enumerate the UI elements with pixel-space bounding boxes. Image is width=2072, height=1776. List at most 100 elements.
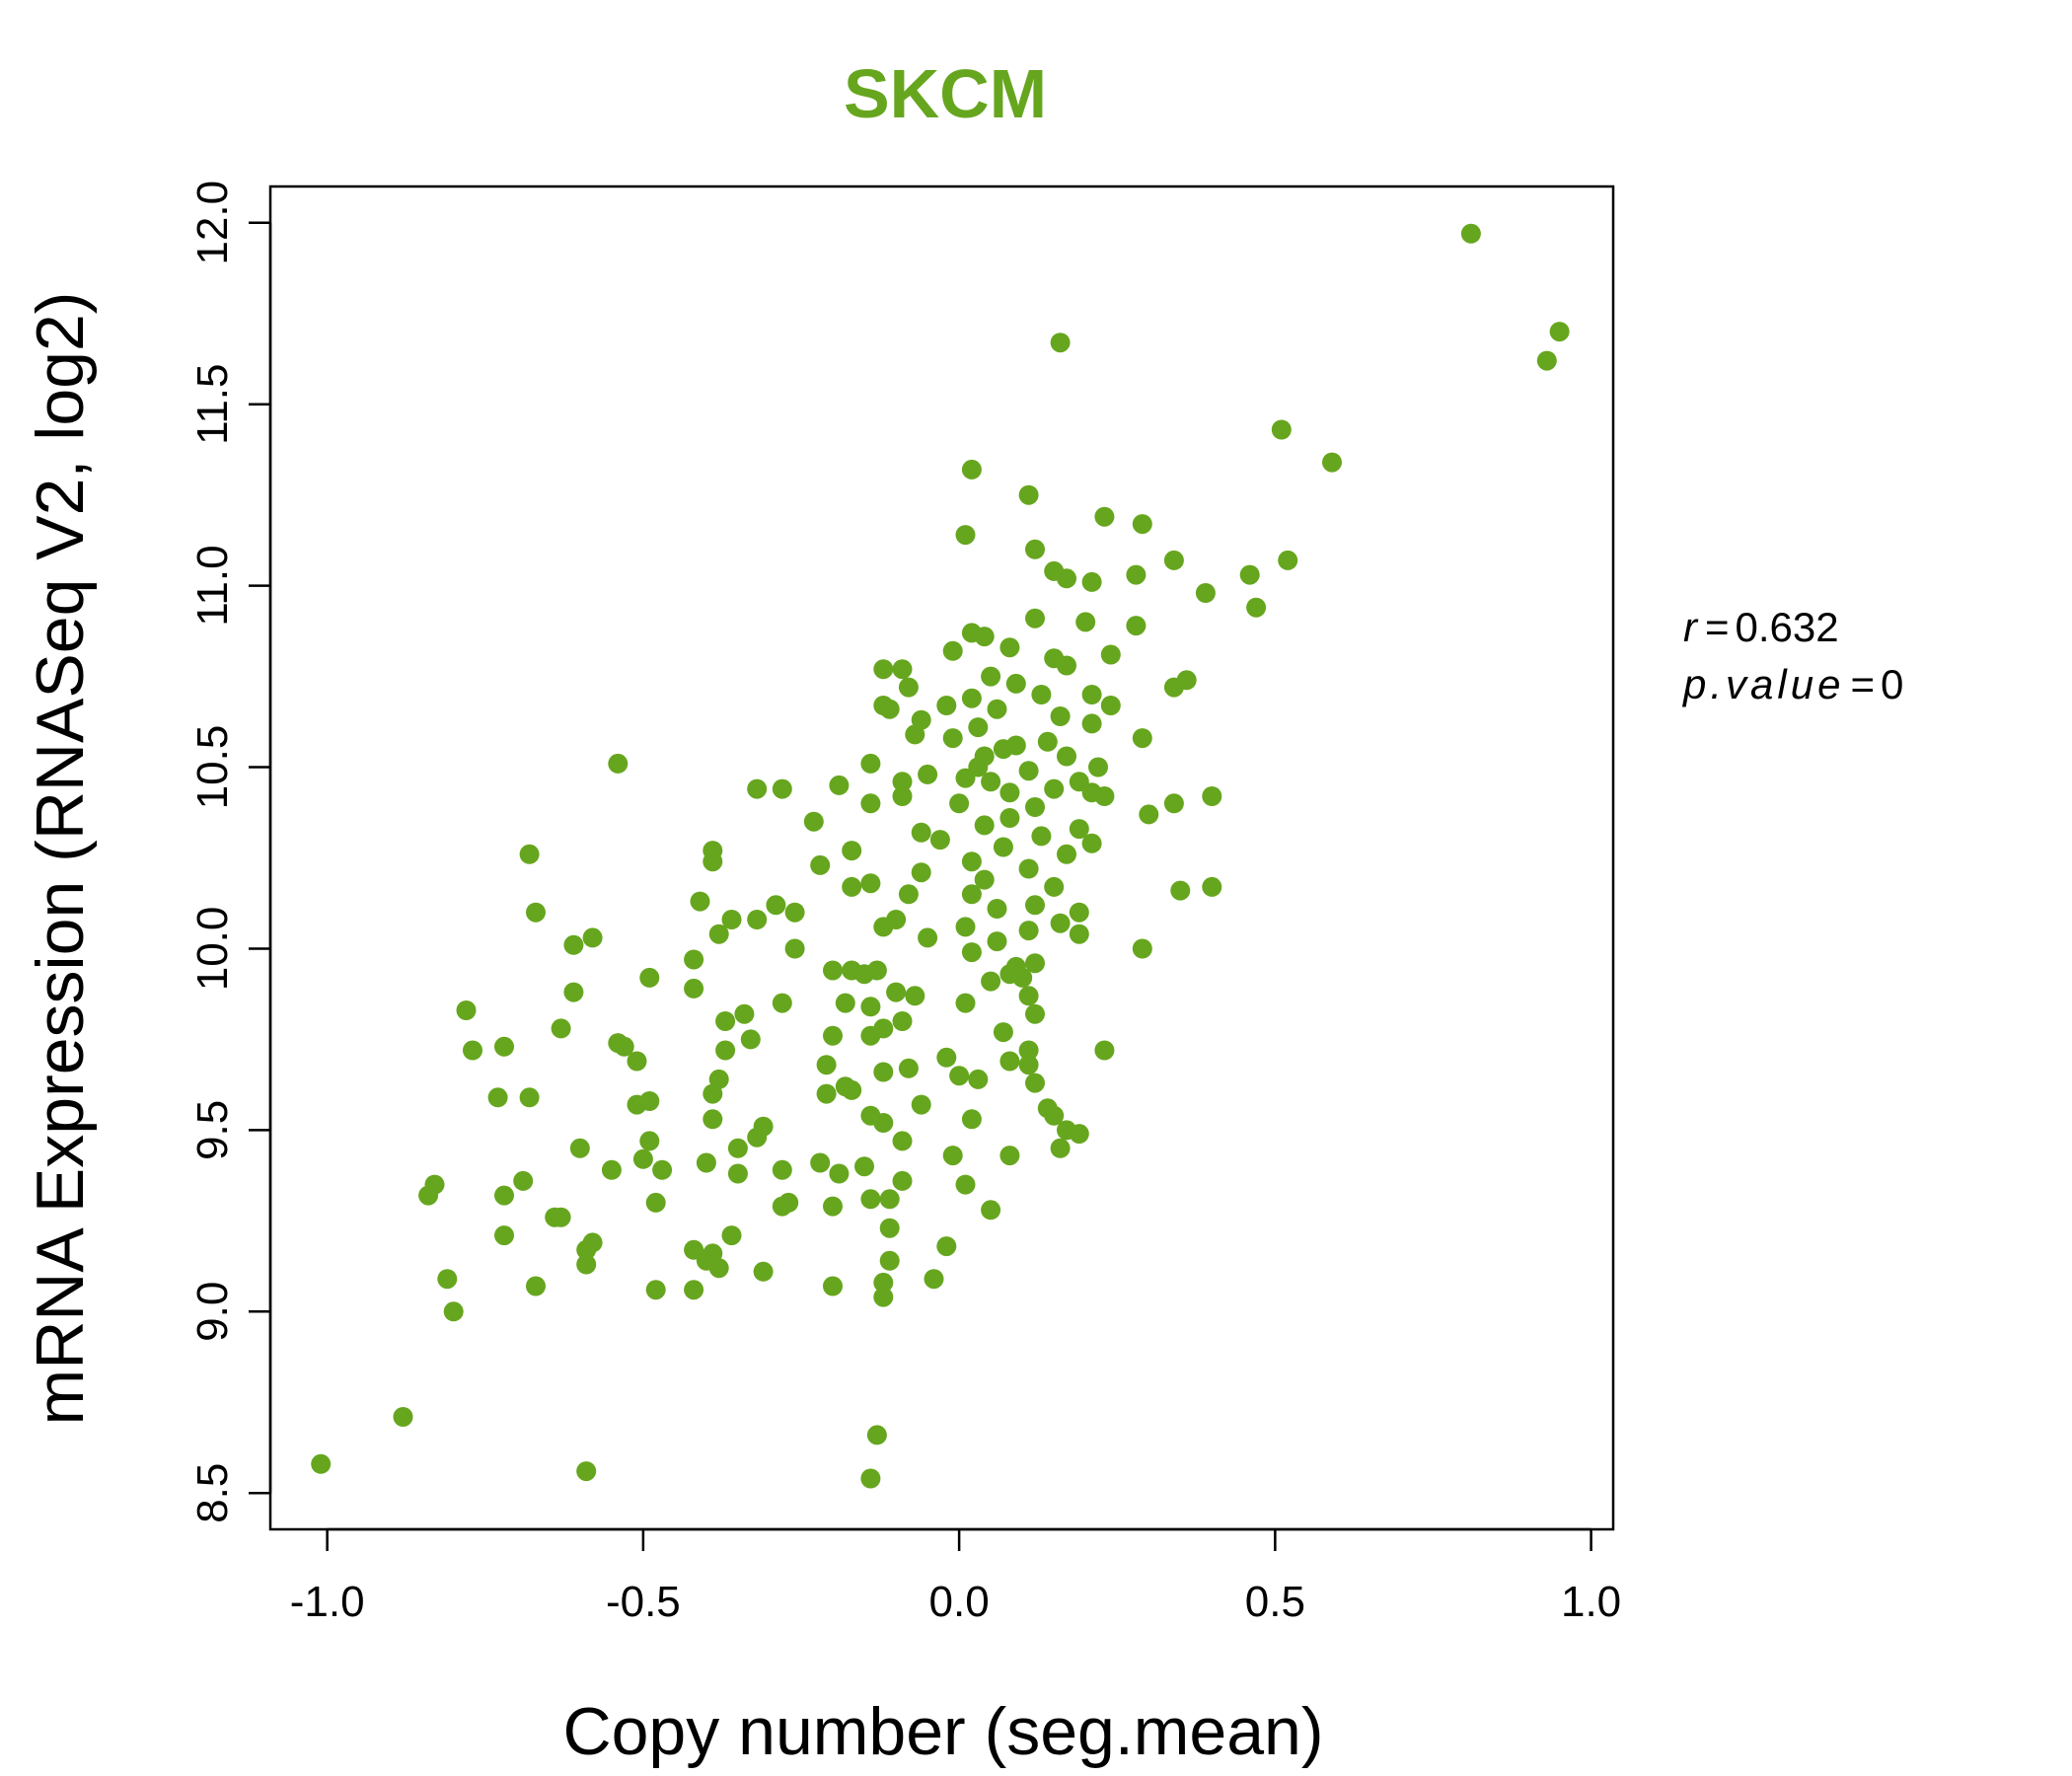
data-point (708, 1258, 729, 1279)
data-point (860, 1468, 881, 1489)
data-point (1057, 746, 1076, 767)
y-axis-label: mRNA Expression (RNASeq V2, log2) (23, 292, 98, 1426)
data-point (942, 1146, 963, 1166)
data-point (1460, 223, 1481, 244)
data-point (747, 910, 768, 929)
data-point (1536, 350, 1557, 371)
data-point (879, 1218, 900, 1238)
data-points (311, 223, 1570, 1489)
data-point (1239, 564, 1260, 585)
data-point (563, 934, 584, 955)
data-point (993, 1022, 1013, 1043)
data-point (974, 869, 995, 890)
data-point (772, 1196, 792, 1217)
data-point (632, 1148, 653, 1169)
data-point (823, 960, 843, 981)
data-point (614, 1036, 634, 1057)
data-point (955, 768, 976, 788)
data-point (519, 844, 540, 864)
data-point (1322, 452, 1342, 473)
data-point (1195, 583, 1216, 603)
y-tick-label: 8.5 (188, 1463, 237, 1523)
data-point (1018, 761, 1039, 781)
data-point (463, 1040, 482, 1061)
data-point (892, 772, 913, 792)
data-point (1005, 673, 1026, 694)
data-point (703, 1083, 723, 1104)
data-point (842, 1079, 862, 1100)
data-point (961, 884, 982, 905)
data-point (854, 1156, 874, 1177)
data-point (494, 1036, 514, 1057)
data-point (1031, 826, 1052, 847)
data-point (1081, 571, 1102, 592)
data-point (1069, 819, 1089, 840)
data-point (911, 862, 931, 883)
data-point (1025, 1003, 1045, 1024)
data-point (1170, 880, 1191, 901)
data-point (1025, 1073, 1045, 1093)
data-point (1069, 902, 1089, 923)
data-point (519, 1087, 540, 1108)
data-point (1025, 797, 1045, 817)
r-label: r (1683, 604, 1699, 650)
data-point (1094, 1040, 1115, 1061)
data-point (684, 949, 704, 970)
data-point (974, 627, 995, 647)
data-point (1081, 685, 1102, 704)
data-point (1018, 1040, 1039, 1061)
data-point (684, 978, 704, 999)
data-point (393, 1407, 413, 1427)
data-point (905, 986, 925, 1006)
data-point (873, 1287, 894, 1307)
data-point (1271, 419, 1292, 440)
data-point (981, 971, 1001, 992)
data-point (582, 927, 603, 948)
x-tick-label: -0.5 (606, 1578, 681, 1626)
data-point (727, 1138, 748, 1158)
data-point (696, 1152, 716, 1173)
data-point (999, 782, 1020, 803)
data-point (961, 688, 982, 708)
data-point (955, 525, 976, 546)
data-point (860, 793, 881, 814)
data-point (784, 938, 805, 959)
data-point (1549, 322, 1570, 342)
data-point (918, 927, 938, 948)
data-point (1057, 568, 1076, 589)
data-point (892, 659, 913, 680)
data-point (494, 1225, 514, 1246)
data-point (727, 1163, 748, 1184)
data-point (513, 1170, 534, 1191)
data-point (545, 1207, 565, 1227)
data-point (747, 778, 768, 799)
data-point (892, 1170, 913, 1191)
r-equals: = (1705, 604, 1730, 650)
data-point (860, 1189, 881, 1210)
data-point (311, 1453, 332, 1474)
data-point (961, 942, 982, 963)
data-point (1075, 612, 1096, 632)
data-point (1163, 677, 1184, 698)
data-point (942, 728, 963, 749)
data-point (576, 1239, 597, 1260)
data-point (1018, 484, 1039, 505)
data-point (652, 1159, 673, 1180)
data-point (1163, 550, 1184, 570)
correlation-annotation: r = 0.632 p.value = 0 (1681, 604, 1903, 707)
data-point (949, 1066, 970, 1086)
data-point (898, 884, 919, 905)
data-point (1025, 953, 1045, 974)
x-axis-label: Copy number (seg.mean) (562, 1694, 1323, 1769)
data-point (1094, 786, 1115, 806)
data-point (860, 873, 881, 894)
x-tick-label: -1.0 (290, 1578, 365, 1626)
data-point (999, 637, 1020, 658)
data-point (1100, 696, 1121, 715)
data-point (443, 1301, 464, 1322)
data-point (1044, 778, 1065, 799)
data-point (1050, 1138, 1071, 1158)
data-point (1132, 938, 1152, 959)
data-point (526, 902, 546, 923)
data-point (1126, 564, 1147, 585)
